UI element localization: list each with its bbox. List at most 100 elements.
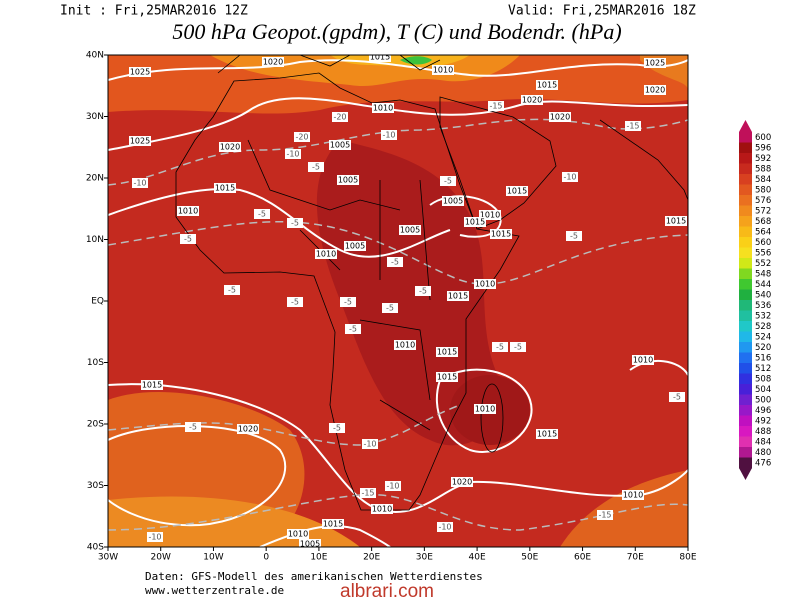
temp-label: -10 — [386, 482, 399, 491]
label-box — [287, 297, 303, 307]
label-box — [536, 80, 558, 90]
colorbar-label: 552 — [755, 259, 771, 269]
temp-label: -20 — [295, 133, 308, 142]
isobar-label: 1015 — [370, 53, 390, 62]
colorbar-swatch — [739, 237, 752, 248]
colorbar-swatch — [739, 373, 752, 385]
temp-label: -15 — [626, 122, 639, 131]
colorbar-label: 592 — [755, 154, 771, 164]
colorbar-label: 576 — [755, 196, 771, 206]
isobar-label: 1015 — [666, 217, 686, 226]
label-box — [632, 355, 654, 365]
isobar-label: 1020 — [220, 143, 240, 152]
isobar-label: 1010 — [288, 530, 308, 539]
shading — [316, 140, 505, 446]
colorbar-label: 528 — [755, 322, 771, 332]
temp-label: -10 — [438, 523, 451, 532]
colorbar-label: 524 — [755, 332, 771, 342]
isobar-label: 1010 — [178, 207, 198, 216]
label-box — [287, 218, 303, 228]
label-box — [562, 172, 578, 182]
colorbar-label: 556 — [755, 248, 771, 258]
label-box — [385, 481, 401, 491]
isobar-label: 1015 — [465, 218, 485, 227]
isobar-label: 1010 — [433, 66, 453, 75]
isobar-label: 1005 — [400, 226, 420, 235]
isobar-label: 1005 — [330, 141, 350, 150]
lon-label: 50E — [521, 553, 538, 563]
isobar-label: 1010 — [395, 341, 415, 350]
valid-time: Valid: Fri,25MAR2016 18Z — [508, 4, 696, 19]
colorbar-cap — [739, 468, 752, 480]
temp-label: -10 — [286, 150, 299, 159]
temp-label: -10 — [563, 173, 576, 182]
label-box — [464, 217, 486, 227]
temp-label: -5 — [291, 219, 299, 228]
temp-label: -10 — [363, 440, 376, 449]
colorbar-label: 596 — [755, 143, 771, 153]
temp-label: -5 — [570, 232, 578, 241]
label-box — [315, 249, 337, 259]
lon-label: 20E — [363, 553, 380, 563]
label-box — [490, 229, 512, 239]
colorbar-label: 520 — [755, 343, 771, 353]
lon-label: 80E — [679, 553, 696, 563]
label-box — [129, 136, 151, 146]
label-box — [337, 175, 359, 185]
colorbar-swatch — [739, 258, 752, 269]
lon-label: 20W — [151, 553, 171, 563]
label-box — [669, 392, 685, 402]
colorbar-swatch — [739, 342, 752, 353]
colorbar-label: 564 — [755, 227, 771, 237]
label-box — [399, 225, 421, 235]
temp-label: -5 — [391, 258, 399, 267]
temp-label: -5 — [349, 325, 357, 334]
temp-label: -10 — [382, 131, 395, 140]
isobar-label: 1015 — [537, 430, 557, 439]
isobar-label: 1010 — [633, 356, 653, 365]
label-box — [147, 532, 163, 542]
lat-label: 20N — [86, 174, 104, 184]
colorbar-cap — [739, 120, 752, 132]
label-box — [332, 112, 348, 122]
label-box — [549, 112, 571, 122]
colorbar-swatch — [739, 310, 752, 322]
colorbar-label: 488 — [755, 427, 771, 437]
temp-label: -5 — [673, 393, 681, 402]
label-box — [287, 529, 309, 539]
isobar-label: 1015 — [323, 520, 343, 529]
label-box — [294, 132, 310, 142]
data-source: Daten: GFS-Modell des amerikanischen Wet… — [145, 570, 483, 583]
colorbar-swatch — [739, 415, 752, 427]
colorbar-swatch — [739, 153, 752, 164]
colorbar-swatch — [739, 457, 752, 469]
colorbar-swatch — [739, 195, 752, 206]
label-box — [566, 231, 582, 241]
isobar-label: 1005 — [345, 242, 365, 251]
colorbar-swatch — [739, 289, 752, 301]
map-title: 500 hPa Geopot.(gpdm), T (C) und Bodendr… — [172, 19, 621, 44]
label-box — [362, 439, 378, 449]
shading — [560, 470, 688, 547]
label-box — [345, 324, 361, 334]
temp-label: -5 — [184, 235, 192, 244]
label-box — [536, 429, 558, 439]
temp-label: -5 — [386, 304, 394, 313]
colorbar-label: 492 — [755, 416, 771, 426]
colorbar-swatch — [739, 405, 752, 416]
colorbar-label: 548 — [755, 269, 771, 279]
colorbar-swatch — [739, 184, 752, 196]
isobar-label: 1020 — [452, 478, 472, 487]
label-box — [644, 58, 666, 68]
isobar-label: 1015 — [448, 292, 468, 301]
label-box — [415, 286, 431, 296]
isobar-label: 1010 — [372, 505, 392, 514]
map-area: 1025102010151010101510251020101010201020… — [108, 53, 688, 547]
isobar-label: 1020 — [263, 58, 283, 67]
colorbar-label: 572 — [755, 206, 771, 216]
label-box — [625, 121, 641, 131]
lon-label: 60E — [574, 553, 591, 563]
label-box — [329, 140, 351, 150]
colorbar-label: 584 — [755, 175, 771, 185]
